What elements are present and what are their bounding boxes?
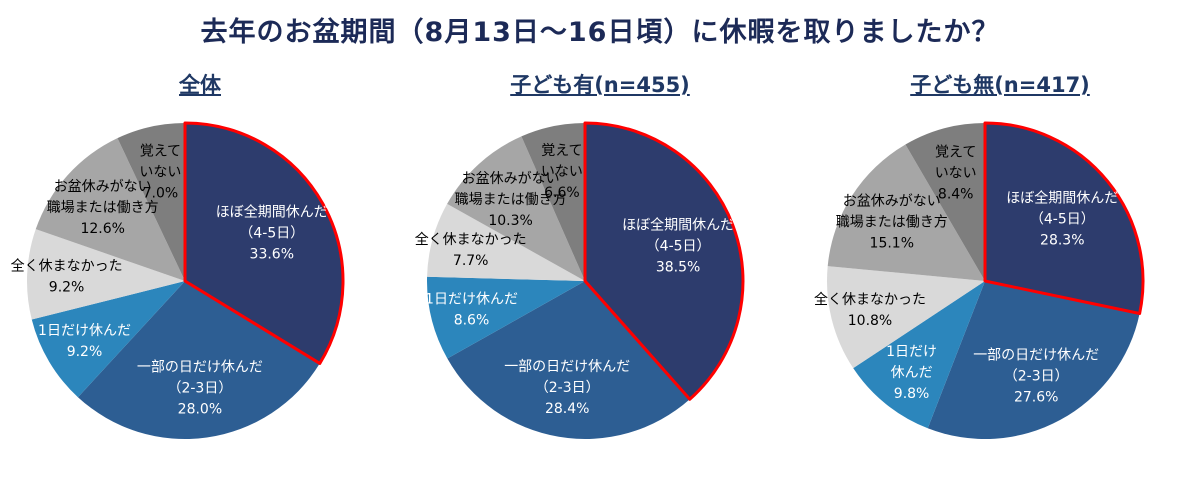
pie-slice-0 [585,123,743,400]
pie-slice-label-2: 1日だけ休んだ 8.6% [425,292,518,329]
pie-chart-with-children: ほぼ全期間休んだ（4-5日） 38.5% 一部の日だけ休んだ（2-3日） 28.4% 1… [415,121,745,439]
pie-slice-label-5: 覚えていない 7.0% [139,144,181,202]
pie-slice-3 [27,229,185,320]
pie-slice-label-5: 覚えていない 8.4% [935,145,977,203]
highlighted-slice-outline [183,121,345,365]
highlighted-slice-outline [983,121,1145,316]
survey-infographic: 去年のお盆期間（8月13日〜16日頃）に休暇を取りましたか？ 全体 ほぼ全期間休… [0,10,1200,486]
chart-title-overall: 全体 [179,73,221,97]
chart-panel-without-children: 子ども無(n=417) ほぼ全期間休んだ（4-5日） 28.3% 一部の日だけ休んだ… [800,49,1200,455]
chart-title-without-children: 子ども無(n=417) [910,73,1090,97]
pie-slice-label-4: お盆休みがない職場または働き方 12.6% [47,179,159,237]
pie-slice-2 [31,281,186,398]
pie-slice-3 [427,203,585,281]
pie-slice-label-0: ほぼ全期間休んだ（4-5日） 38.5% [622,217,734,276]
charts-row: 全体 ほぼ全期間休んだ（4-5日） 33.6% 一部の日だけ休んだ（2-3日） 28.… [0,49,1200,455]
pie-slice-5 [117,123,185,281]
chart-title-with-children: 子ども有(n=455) [510,73,690,97]
pie-slice-5 [521,123,585,281]
chart-panel-overall: 全体 ほぼ全期間休んだ（4-5日） 33.6% 一部の日だけ休んだ（2-3日） 28.… [0,49,400,455]
pie-slice-0 [185,123,344,364]
pie-slice-label-2: 1日だけ休んだ 9.2% [38,323,131,360]
pie-slice-4 [447,136,585,281]
pie-slice-0 [985,123,1144,314]
pie-slice-label-3: 全く休まなかった 7.7% [415,231,527,269]
pie-slice-label-1: 一部の日だけ休んだ（2-3日） 28.4% [504,359,630,417]
pie-slice-5 [905,123,985,281]
pie-slice-4 [35,138,185,281]
pie-slice-label-2: 1日だけ休んだ 9.8% [886,344,937,402]
page-title: 去年のお盆期間（8月13日〜16日頃）に休暇を取りましたか？ [200,17,1000,48]
pie-slice-2 [427,276,585,359]
pie-slice-4 [827,144,985,281]
pie-chart-overall: ほぼ全期間休んだ（4-5日） 33.6% 一部の日だけ休んだ（2-3日） 28.0%1… [11,121,345,440]
pie-slice-2 [853,281,985,429]
pie-slice-label-1: 一部の日だけ休んだ（2-3日） 28.0% [137,359,263,417]
pie-slice-label-3: 全く休まなかった 10.8% [814,291,926,329]
chart-panel-with-children: 子ども有(n=455) ほぼ全期間休んだ（4-5日） 38.5% 一部の日だけ休んだ… [400,49,800,455]
highlighted-slice-outline [583,121,745,401]
pie-slice-1 [927,281,1140,440]
pie-slice-3 [826,266,985,369]
pie-slice-label-4: お盆休みがない職場または働き方 15.1% [836,193,948,251]
pie-slice-label-1: 一部の日だけ休んだ（2-3日） 27.6% [973,348,1099,406]
pie-slice-1 [447,281,690,439]
pie-slice-label-0: ほぼ全期間休んだ（4-5日） 33.6% [216,203,328,262]
pie-slice-label-3: 全く休まなかった 9.2% [11,257,123,295]
pie-slice-label-5: 覚えていない 6.6% [541,143,583,201]
pie-slice-label-0: ほぼ全期間休んだ（4-5日） 28.3% [1006,189,1118,248]
pie-slice-label-4: お盆休みがない職場または働き方 10.3% [455,171,567,229]
pie-slice-1 [77,281,320,440]
pie-chart-without-children: ほぼ全期間休んだ（4-5日） 28.3% 一部の日だけ休んだ（2-3日） 27.6% 1… [814,121,1145,440]
